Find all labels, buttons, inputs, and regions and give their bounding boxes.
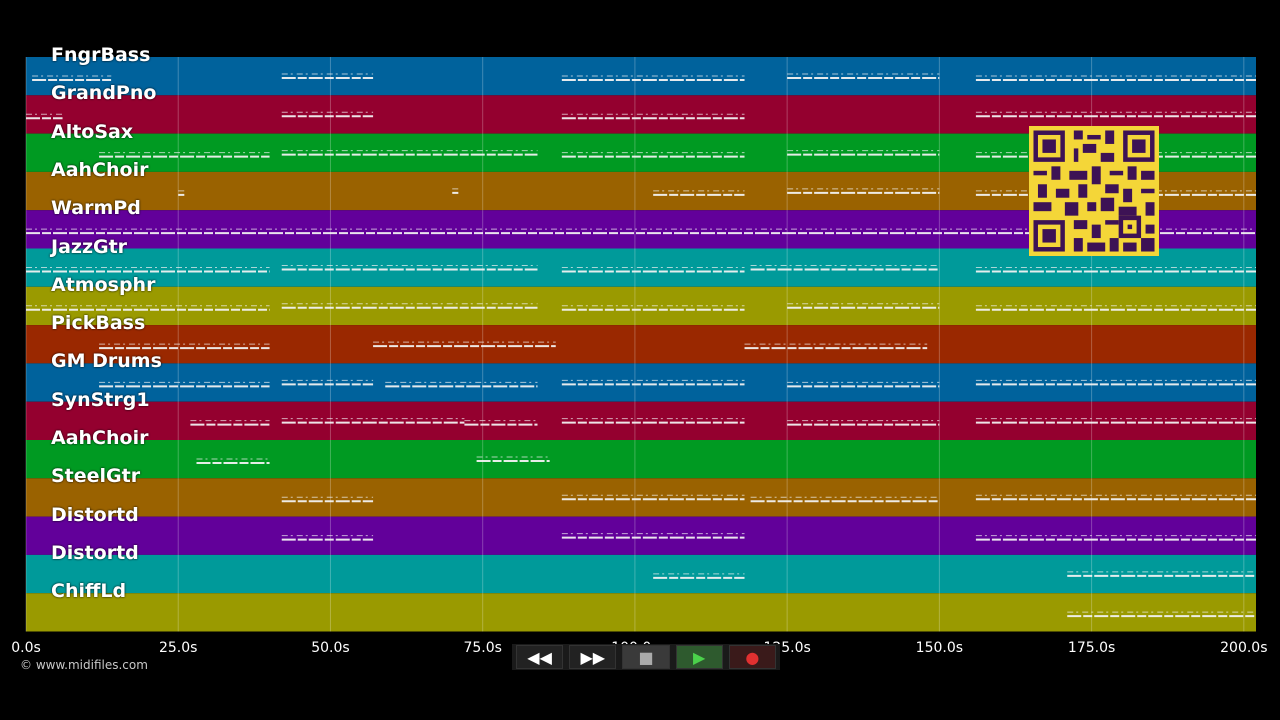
time-tick-label: 175.0s (1067, 640, 1116, 656)
track-label: FngrBass (51, 44, 151, 66)
track-label: Atmosphr (51, 273, 156, 296)
stop-button[interactable]: ■ (622, 645, 670, 669)
track-label: JazzGtr (51, 235, 128, 258)
track-band (26, 554, 1256, 594)
qr-code-icon (1029, 126, 1159, 256)
track-band (26, 440, 1256, 479)
time-tick-label: 50.0s (311, 640, 350, 656)
track-band (26, 593, 1256, 632)
track-label: SynStrg1 (51, 388, 150, 411)
track-band (26, 363, 1256, 402)
time-tick-label: 25.0s (158, 640, 198, 656)
track-band (26, 325, 1256, 364)
track-label: AahChoir (51, 158, 149, 181)
track-label: AltoSax (51, 120, 134, 143)
track-band (26, 478, 1256, 517)
track-label: Distortd (51, 503, 139, 526)
track-label: Distortd (51, 541, 139, 564)
time-tick-label: 0.0s (11, 640, 41, 656)
time-tick-label: 75.0s (463, 640, 502, 656)
transport-bar: ◀◀ ▶▶ ■ ▶ ● (512, 644, 780, 670)
play-button[interactable]: ▶ (675, 645, 723, 669)
time-tick-label: 150.0s (915, 640, 964, 656)
track-label: PickBass (51, 312, 146, 335)
rewind-button[interactable]: ◀◀ (516, 645, 564, 669)
time-tick-label: 200.0s (1220, 640, 1268, 656)
track-label: GM Drums (51, 350, 162, 373)
track-label: GrandPno (51, 82, 157, 105)
fast-forward-button[interactable]: ▶▶ (569, 645, 617, 669)
track-label: ChiffLd (51, 580, 127, 603)
track-label: AahChoir (51, 427, 149, 449)
record-button[interactable]: ● (728, 645, 777, 669)
track-label: SteelGtr (51, 465, 141, 488)
track-label: WarmPd (51, 197, 141, 220)
copyright-text: © www.midifiles.com (20, 658, 148, 672)
